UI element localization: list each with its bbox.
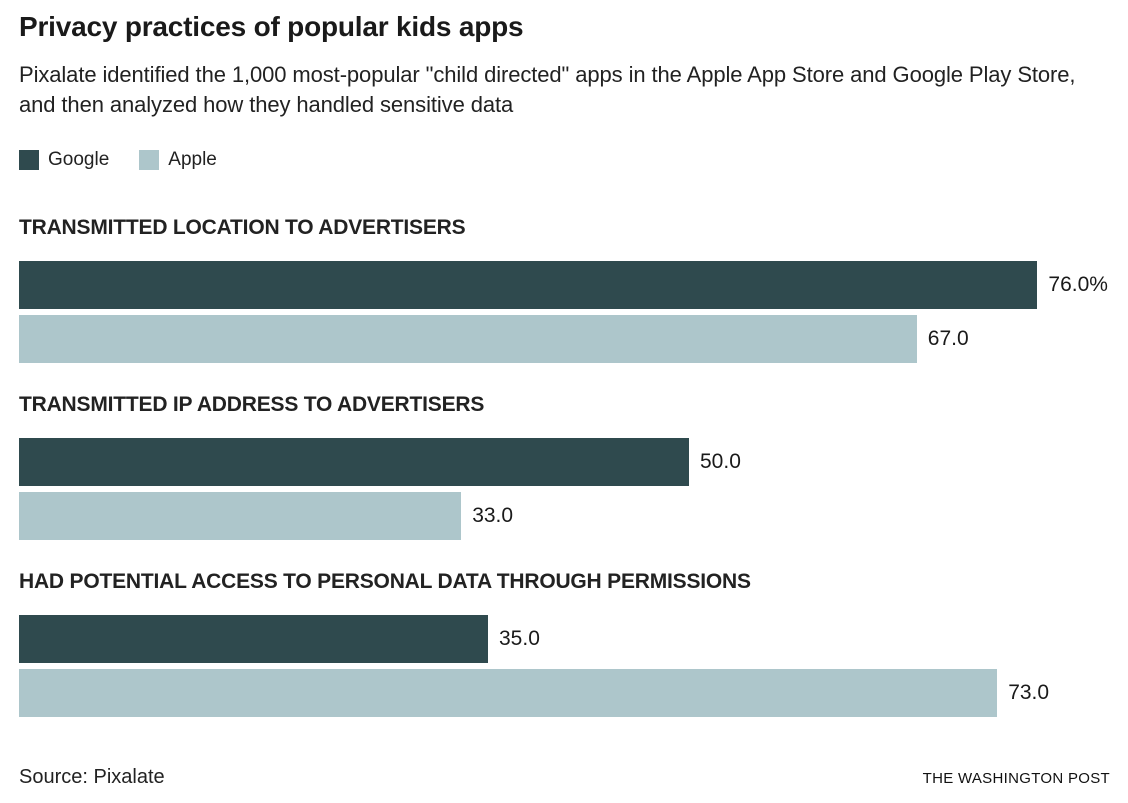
bar-value-label: 76.0% — [1048, 273, 1108, 297]
legend-label-apple: Apple — [168, 149, 217, 171]
chart-group-permissions: HAD POTENTIAL ACCESS TO PERSONAL DATA TH… — [19, 570, 1110, 718]
chart-title: Privacy practices of popular kids apps — [19, 11, 524, 42]
source-label: Source: Pixalate — [19, 766, 165, 788]
bar-row: 67.0 — [19, 315, 1110, 364]
bar-row: 76.0% — [19, 261, 1110, 310]
group-label: HAD POTENTIAL ACCESS TO PERSONAL DATA TH… — [19, 570, 751, 594]
bar-value-label: 67.0 — [927, 327, 969, 351]
bar-value-label: 35.0 — [499, 627, 540, 651]
bar-row: 35.0 — [19, 615, 1110, 664]
apple-swatch-icon — [139, 150, 160, 171]
chart-footer: Source: Pixalate THE WASHINGTON POST — [19, 766, 1110, 789]
group-label: TRANSMITTED LOCATION TO ADVERTISERS — [19, 216, 466, 240]
bar-row: 73.0 — [19, 669, 1110, 718]
bar-apple — [19, 492, 462, 541]
legend-item-apple: Apple — [139, 149, 217, 171]
chart-group-ip-address: TRANSMITTED IP ADDRESS TO ADVERTISERS 50… — [19, 393, 1110, 541]
group-label: TRANSMITTED IP ADDRESS TO ADVERTISERS — [19, 393, 485, 417]
bar-apple — [19, 315, 917, 364]
chart-group-location: TRANSMITTED LOCATION TO ADVERTISERS 76.0… — [19, 216, 1110, 364]
bar-row: 33.0 — [19, 492, 1110, 541]
chart-subtitle: Pixalate identified the 1,000 most-popul… — [19, 62, 1076, 118]
legend-label-google: Google — [48, 149, 110, 171]
bar-chart: TRANSMITTED LOCATION TO ADVERTISERS 76.0… — [19, 216, 1110, 718]
google-swatch-icon — [19, 150, 39, 171]
legend-item-google: Google — [19, 149, 109, 171]
bar-value-label: 33.0 — [472, 504, 514, 528]
bar-value-label: 50.0 — [700, 450, 741, 474]
bar-google — [19, 438, 689, 487]
publisher-label: THE WASHINGTON POST — [922, 770, 1110, 787]
bar-apple — [19, 669, 998, 718]
bar-value-label: 73.0 — [1008, 681, 1050, 705]
bar-row: 50.0 — [19, 438, 1110, 487]
legend: Google Apple — [19, 149, 1110, 171]
bar-google — [19, 261, 1038, 310]
bar-google — [19, 615, 488, 664]
